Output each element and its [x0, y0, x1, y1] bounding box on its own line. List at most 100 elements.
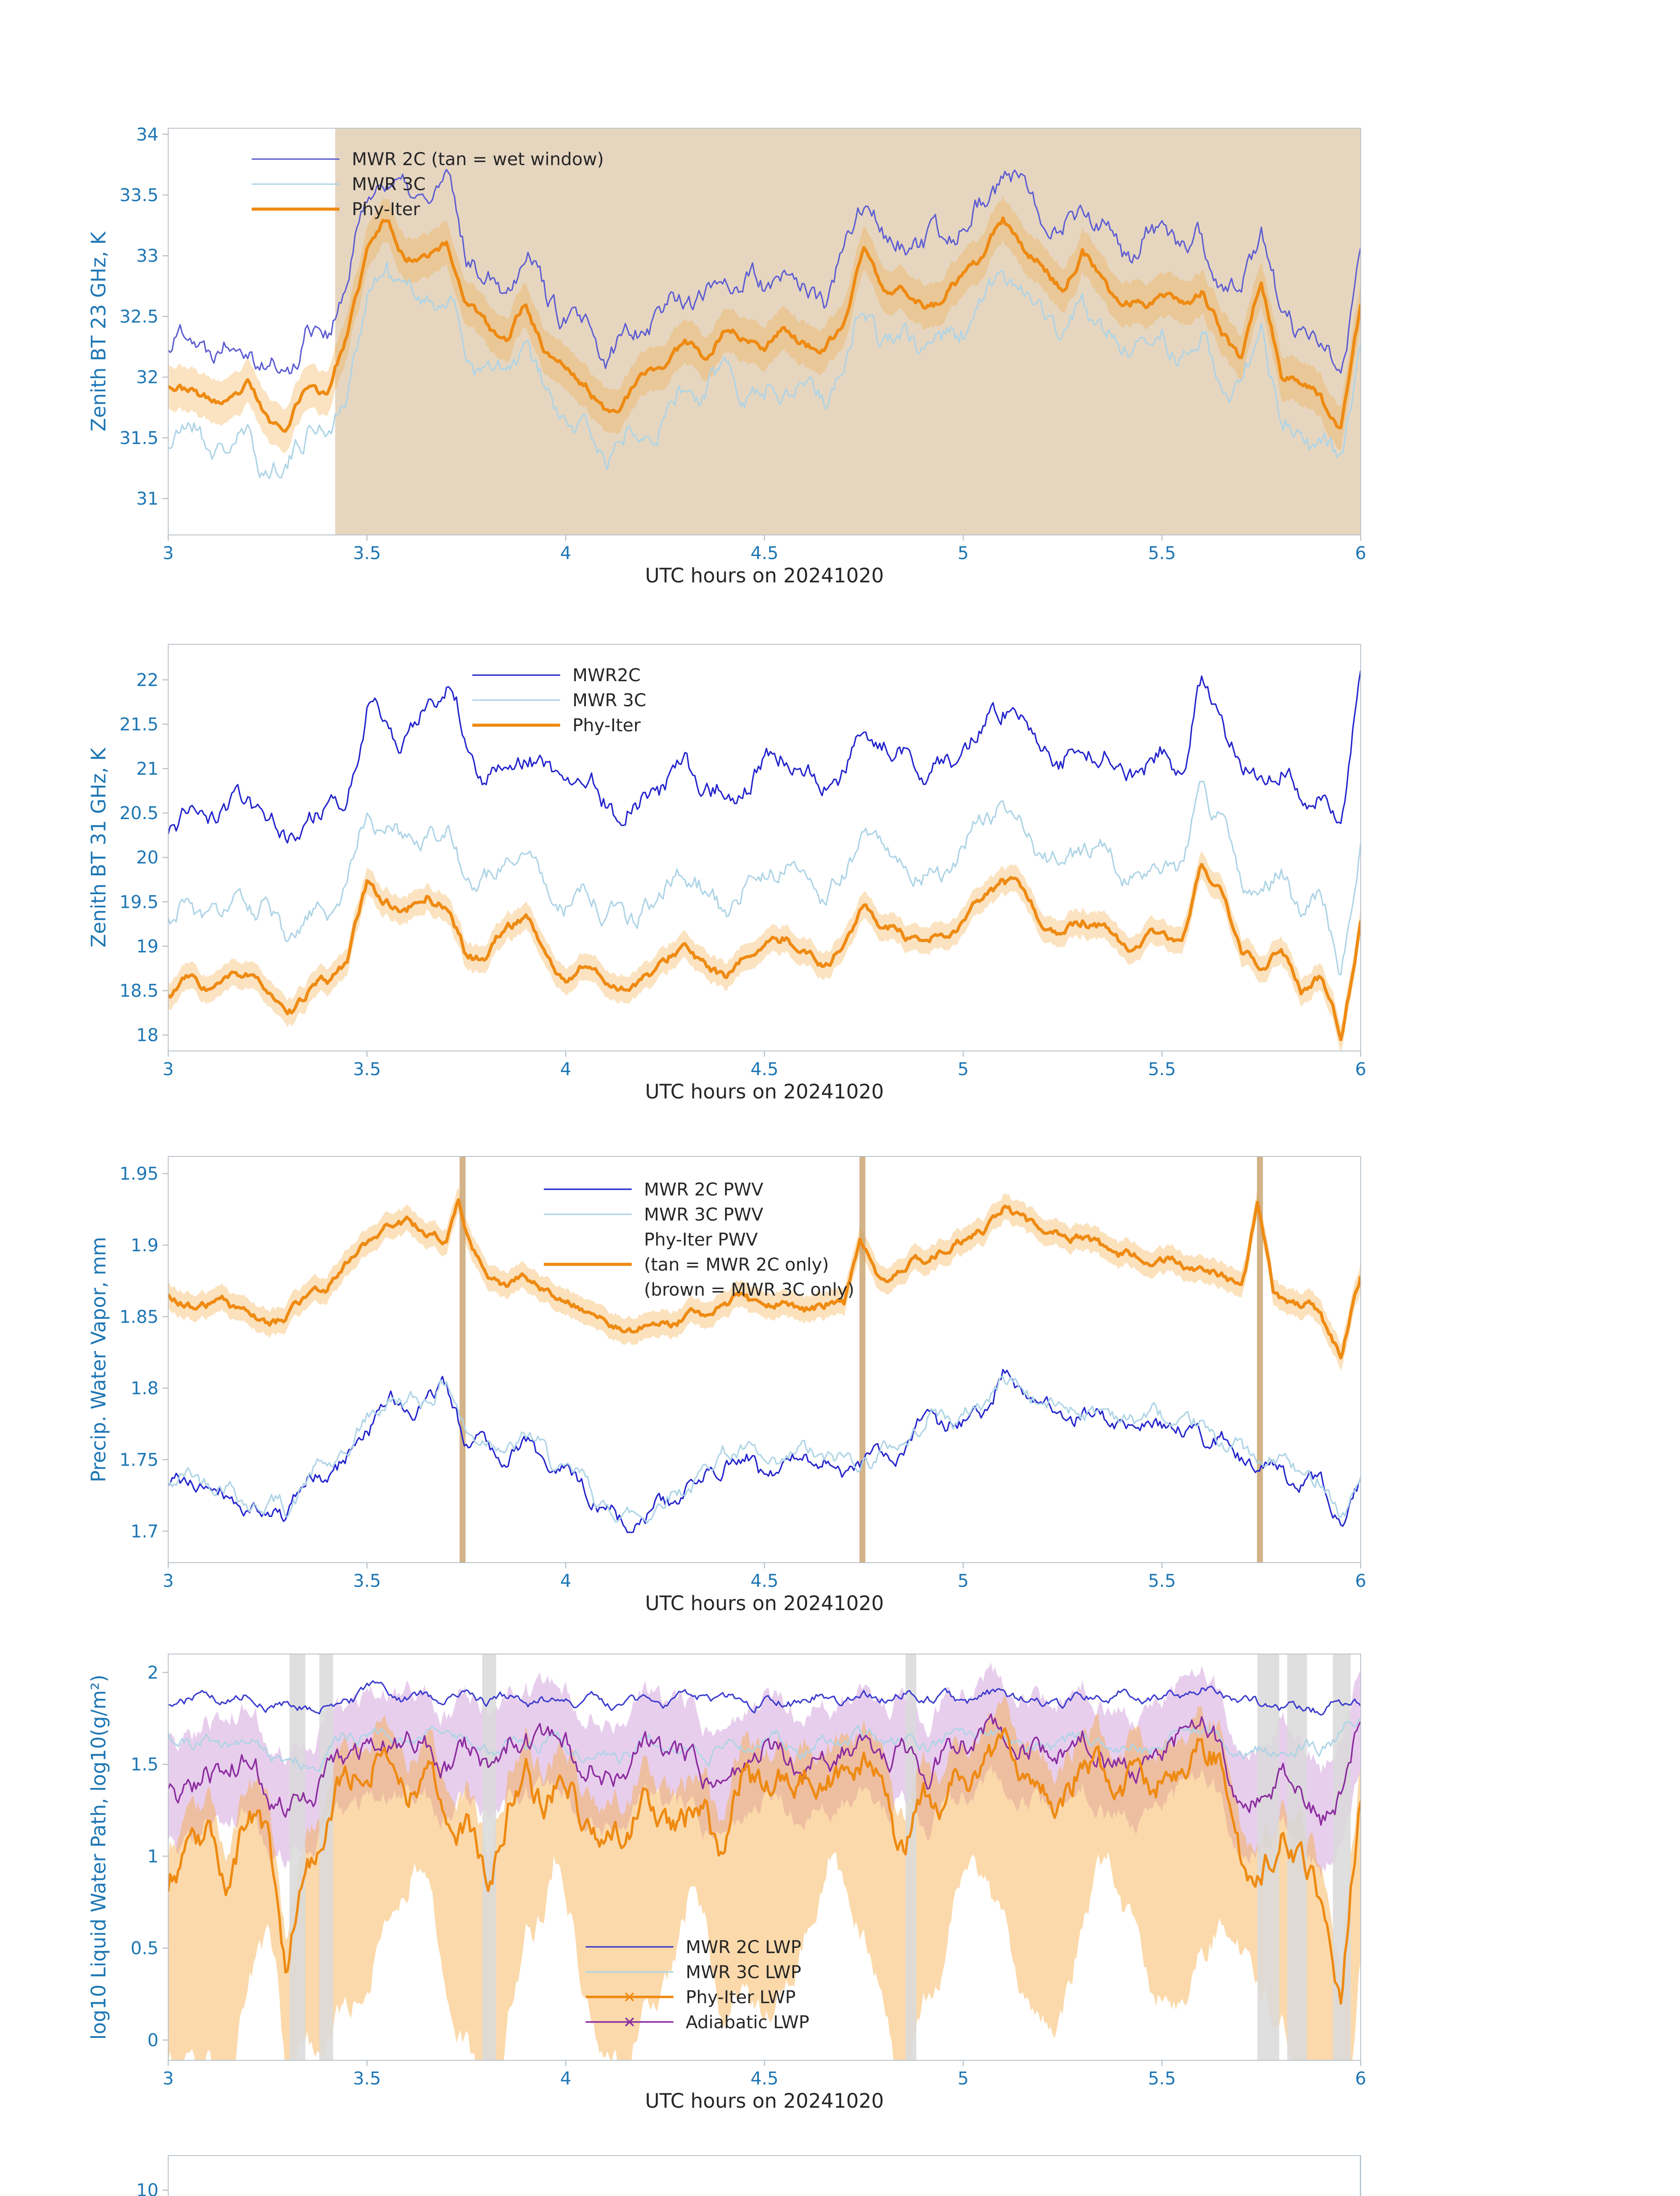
legend-label: (tan = MWR 2C only) — [644, 1255, 829, 1275]
x-tick-label: 4 — [560, 1059, 571, 1080]
x-tick-label: 3 — [163, 2069, 173, 2089]
axes-bt31: 3 3.5 4 4.5 5 5.5 6 18 18.5 19 19.5 20 20.5 21 21.5 22 — [119, 644, 1366, 1080]
y-axis-label: Precip. Water Vapor, mm — [87, 1237, 110, 1482]
y-tick-label: 1.8 — [130, 1379, 159, 1399]
x-tick-label: 4 — [560, 543, 571, 563]
legend-label: Phy-Iter — [352, 199, 420, 220]
y-tick-label: 0 — [148, 2030, 159, 2051]
y-tick-label: 1 — [148, 1846, 159, 1867]
x-tick-label: 4.5 — [751, 543, 779, 563]
panel-bt31: 3 3.5 4 4.5 5 5.5 6 18 18.5 19 19.5 20 20.5 21 21.5 22 U… — [87, 644, 1366, 1103]
series-mwr2c — [168, 1680, 1361, 1716]
x-tick-label: 3.5 — [353, 1059, 381, 1080]
axes-dqflag: 33.544.555.560246810 — [136, 2155, 1361, 2196]
x-axis-label: UTC hours on 20241020 — [645, 1080, 884, 1103]
x-tick-label: 3 — [163, 1571, 173, 1591]
y-tick-label: 21 — [136, 759, 159, 779]
x-tick-label: 6 — [1355, 1571, 1366, 1591]
x-tick-label: 5.5 — [1148, 1059, 1176, 1080]
legend-label: MWR 3C — [572, 690, 646, 711]
legend-label: Adiabatic LWP — [686, 2012, 809, 2033]
y-tick-label: 20 — [136, 848, 159, 868]
legend-label: MWR 2C PWV — [644, 1180, 763, 1200]
y-tick-label: 32.5 — [119, 307, 159, 327]
data-gap-bar — [1257, 1654, 1279, 2060]
mwr2c-only-bar — [459, 1156, 466, 1563]
legend-label: MWR 2C (tan = wet window) — [352, 149, 604, 170]
mwr2c-only-bar — [859, 1156, 866, 1563]
y-tick-label: 33.5 — [119, 185, 159, 206]
axes-pwv: 3 3.5 4 4.5 5 5.5 6 1.7 1.75 1.8 1.85 1.9 1.95 — [119, 1156, 1366, 1591]
x-tick-label: 3 — [163, 543, 173, 563]
y-tick-label: 1.85 — [119, 1307, 159, 1327]
y-tick-label: 22 — [136, 670, 159, 690]
series-mwr3c — [168, 261, 1361, 479]
legend-label: MWR 2C LWP — [686, 1937, 801, 1958]
y-tick-label: 19 — [136, 936, 159, 957]
panel-dqflag: 33.544.555.560246810UTC hours on 2024102… — [136, 2155, 1361, 2196]
x-tick-label: 4 — [560, 1571, 571, 1591]
legend-x-marker — [625, 2017, 634, 2026]
legend-pwv: MWR 2C PWV MWR 3C PWV Phy-Iter PWV (tan = M… — [544, 1180, 854, 1300]
x-tick-label: 3.5 — [353, 1571, 381, 1591]
series-mwr2c — [168, 670, 1361, 844]
x-tick-label: 5.5 — [1148, 543, 1176, 563]
legend-label: Phy-Iter — [572, 715, 641, 736]
series-mwr2c — [168, 169, 1361, 375]
x-tick-label: 5.5 — [1148, 2069, 1176, 2089]
series-mwr3c — [168, 1375, 1361, 1524]
plot-area-bt23 — [168, 128, 1361, 535]
phy-band — [168, 851, 1361, 1051]
y-tick-label: 19.5 — [119, 892, 159, 912]
series-mwr2c — [168, 1369, 1361, 1533]
y-tick-label: 31.5 — [119, 428, 159, 448]
legend-label: (brown = MWR 3C only) — [644, 1280, 854, 1300]
x-axis-label: UTC hours on 20241020 — [645, 1592, 884, 1615]
series-phy — [168, 863, 1361, 1041]
x-tick-label: 5 — [957, 1059, 968, 1080]
series-mwr3c — [168, 780, 1361, 975]
y-tick-label: 0.5 — [130, 1939, 159, 1959]
legend-label: MWR2C — [572, 665, 640, 686]
y-tick-label: 2 — [148, 1663, 159, 1683]
x-axis-label: UTC hours on 20241020 — [645, 2089, 884, 2113]
panel-lwp: 3 3.5 4 4.5 5 5.5 6 0 0.5 1 1.5 2 UTC hours on 20241… — [87, 1654, 1366, 2113]
y-tick-label: 18.5 — [119, 981, 159, 1001]
axes-lwp: 3 3.5 4 4.5 5 5.5 6 0 0.5 1 1.5 2 — [130, 1654, 1366, 2089]
legend-x-marker — [625, 1992, 634, 2001]
legend-label: MWR 3C LWP — [686, 1962, 801, 1983]
series-phy — [168, 216, 1361, 433]
legend-label: MWR 3C PWV — [644, 1205, 763, 1225]
x-tick-label: 5 — [957, 2069, 968, 2089]
x-tick-label: 6 — [1355, 2069, 1366, 2089]
y-tick-label: 1.75 — [119, 1450, 159, 1470]
x-tick-label: 5 — [957, 543, 968, 563]
panel-pwv: 3 3.5 4 4.5 5 5.5 6 1.7 1.75 1.8 1.85 1.9 1.95 UTC ho… — [87, 1156, 1366, 1615]
legend-label: Phy-Iter LWP — [686, 1987, 795, 2008]
mwr2c-only-bar — [1257, 1156, 1263, 1563]
x-tick-label: 3.5 — [353, 543, 381, 563]
plot-area-dqflag — [1360, 2156, 1361, 2196]
x-tick-label: 6 — [1355, 543, 1366, 563]
plot-area-pwv — [168, 1156, 1361, 1563]
x-tick-label: 5.5 — [1148, 1571, 1176, 1591]
x-tick-label: 4.5 — [751, 2069, 779, 2089]
y-tick-label: 1.7 — [130, 1521, 159, 1542]
legend-label: MWR 3C — [352, 174, 426, 195]
x-tick-label: 6 — [1355, 1059, 1366, 1080]
data-gap-bar — [289, 1654, 306, 2060]
y-tick-label: 10 — [136, 2181, 159, 2196]
phy-band — [168, 1695, 1361, 2060]
y-tick-label: 18 — [136, 1026, 159, 1046]
series-adiabatic — [168, 1713, 1361, 1826]
y-tick-label: 1.95 — [119, 1164, 159, 1184]
y-tick-label: 34 — [136, 125, 159, 145]
adiabatic-band — [168, 1662, 1361, 1877]
x-tick-label: 3.5 — [353, 2069, 381, 2089]
y-tick-label: 20.5 — [119, 803, 159, 824]
legend-bt31: MWR2C MWR 3C Phy-Iter — [472, 665, 646, 736]
wet-window-region — [335, 128, 1361, 535]
y-axis-label: Zenith BT 31 GHz, K — [87, 747, 110, 947]
